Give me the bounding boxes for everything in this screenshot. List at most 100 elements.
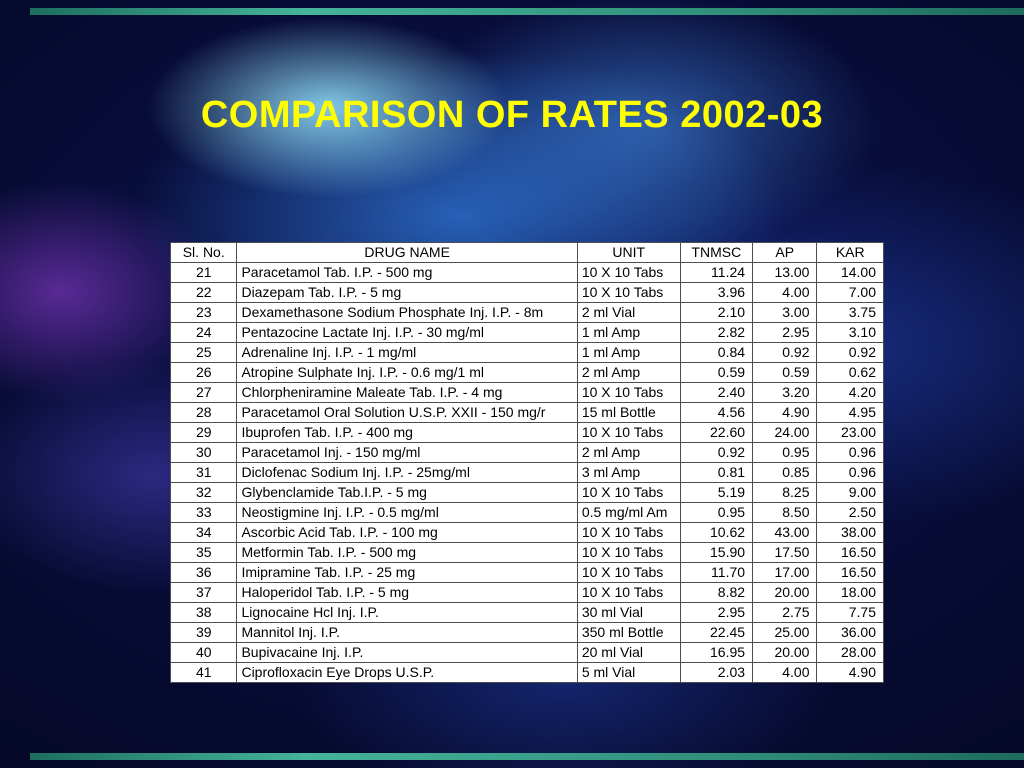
column-header-ap: AP (752, 242, 818, 263)
table-cell: 34 (169, 522, 238, 543)
table-cell: 2.40 (679, 382, 754, 403)
column-header-kar: KAR (816, 242, 884, 263)
table-cell: 20.00 (752, 642, 818, 663)
table-cell: 2.95 (752, 322, 818, 343)
table-cell: 14.00 (816, 262, 884, 283)
table-cell: 10 X 10 Tabs (576, 542, 681, 563)
table-cell: Diazepam Tab. I.P. - 5 mg (236, 282, 578, 303)
table-cell: 0.84 (679, 342, 754, 363)
table-cell: 8.82 (679, 582, 754, 603)
table-cell: 4.95 (816, 402, 884, 423)
table-row: 24 Pentazocine Lactate Inj. I.P. - 30 mg/… (169, 322, 884, 343)
table-row: 25 Adrenaline Inj. I.P. - 1 mg/ml 1 ml Amp… (169, 342, 884, 363)
table-cell: 3.00 (752, 302, 818, 323)
table-cell: 39 (169, 622, 238, 643)
table-cell: 35 (169, 542, 238, 563)
table-row: 37 Haloperidol Tab. I.P. - 5 mg 10 X 10 Ta… (169, 582, 884, 603)
table-cell: 28 (169, 402, 238, 423)
table-row: 36 Imipramine Tab. I.P. - 25 mg 10 X 10 Ta… (169, 562, 884, 583)
table-row: 32 Glybenclamide Tab.I.P. - 5 mg 10 X 10 T… (169, 482, 884, 503)
table-cell: Ascorbic Acid Tab. I.P. - 100 mg (236, 522, 578, 543)
table-cell: 10 X 10 Tabs (576, 582, 681, 603)
table-cell: 5 ml Vial (576, 662, 681, 683)
table-cell: 28.00 (816, 642, 884, 663)
table-cell: 3 ml Amp (576, 462, 681, 483)
table-cell: Paracetamol Tab. I.P. - 500 mg (236, 262, 578, 283)
table-cell: Diclofenac Sodium Inj. I.P. - 25mg/ml (236, 462, 578, 483)
table-row: 34 Ascorbic Acid Tab. I.P. - 100 mg 10 X 1… (169, 522, 884, 543)
table-cell: Mannitol Inj. I.P. (236, 622, 578, 643)
table-cell: Glybenclamide Tab.I.P. - 5 mg (236, 482, 578, 503)
table-cell: 16.50 (816, 562, 884, 583)
table-cell: 43.00 (752, 522, 818, 543)
table-cell: 0.5 mg/ml Am (576, 502, 681, 523)
column-header-drug-name: DRUG NAME (236, 242, 578, 263)
table-cell: Lignocaine Hcl Inj. I.P. (236, 602, 578, 623)
table-cell: 22.45 (679, 622, 754, 643)
table-cell: 26 (169, 362, 238, 383)
table-cell: Chlorpheniramine Maleate Tab. I.P. - 4 m… (236, 382, 578, 403)
table-cell: 10 X 10 Tabs (576, 382, 681, 403)
table-cell: 15 ml Bottle (576, 402, 681, 423)
table-cell: 17.00 (752, 562, 818, 583)
table-cell: 5.19 (679, 482, 754, 503)
table-cell: 25 (169, 342, 238, 363)
table-cell: 33 (169, 502, 238, 523)
column-header-tnmsc: TNMSC (679, 242, 754, 263)
table-row: 33 Neostigmine Inj. I.P. - 0.5 mg/ml 0.5 m… (169, 502, 884, 523)
table-row: 31 Diclofenac Sodium Inj. I.P. - 25mg/ml 3… (169, 462, 884, 483)
table-cell: 24 (169, 322, 238, 343)
table-cell: 25.00 (752, 622, 818, 643)
table-row: 23 Dexamethasone Sodium Phosphate Inj. I.… (169, 302, 884, 323)
table-cell: 4.56 (679, 402, 754, 423)
table-cell: 0.59 (752, 362, 818, 383)
table-cell: Imipramine Tab. I.P. - 25 mg (236, 562, 578, 583)
table-cell: 3.10 (816, 322, 884, 343)
table-cell: 38 (169, 602, 238, 623)
table-cell: 36 (169, 562, 238, 583)
table-cell: 7.00 (816, 282, 884, 303)
table-cell: 13.00 (752, 262, 818, 283)
table-row: 39 Mannitol Inj. I.P. 350 ml Bottle 22.45 25… (169, 622, 884, 643)
table-cell: 4.90 (816, 662, 884, 683)
table-cell: 0.59 (679, 362, 754, 383)
table-cell: 2.50 (816, 502, 884, 523)
table-cell: 20.00 (752, 582, 818, 603)
table-row: 26 Atropine Sulphate Inj. I.P. - 0.6 mg/1… (169, 362, 884, 383)
table-cell: 18.00 (816, 582, 884, 603)
table-cell: 2 ml Vial (576, 302, 681, 323)
table-cell: 4.00 (752, 662, 818, 683)
table-cell: 0.96 (816, 462, 884, 483)
table-cell: 29 (169, 422, 238, 443)
table-cell: 22.60 (679, 422, 754, 443)
table-cell: 23 (169, 302, 238, 323)
table-row: 40 Bupivacaine Inj. I.P. 20 ml Vial 16.95 20… (169, 642, 884, 663)
table-cell: 2.03 (679, 662, 754, 683)
table-cell: 0.81 (679, 462, 754, 483)
table-cell: 11.70 (679, 562, 754, 583)
table-cell: Bupivacaine Inj. I.P. (236, 642, 578, 663)
table-cell: 8.25 (752, 482, 818, 503)
table-cell: 20 ml Vial (576, 642, 681, 663)
table-cell: 8.50 (752, 502, 818, 523)
table-cell: 0.92 (816, 342, 884, 363)
table-cell: 10 X 10 Tabs (576, 282, 681, 303)
table-row: 30 Paracetamol Inj. - 150 mg/ml 2 ml Amp 0.… (169, 442, 884, 463)
table-row: 38 Lignocaine Hcl Inj. I.P. 30 ml Vial 2.95… (169, 602, 884, 623)
table-cell: 9.00 (816, 482, 884, 503)
slide-title: COMPARISON OF RATES 2002-03 (200, 94, 824, 136)
table-cell: 3.96 (679, 282, 754, 303)
table-cell: 2.82 (679, 322, 754, 343)
table-cell: 22 (169, 282, 238, 303)
table-cell: 40 (169, 642, 238, 663)
table-cell: 37 (169, 582, 238, 603)
table-cell: 11.24 (679, 262, 754, 283)
table-cell: 2.95 (679, 602, 754, 623)
table-row: 27 Chlorpheniramine Maleate Tab. I.P. - 4… (169, 382, 884, 403)
table-cell: Metformin Tab. I.P. - 500 mg (236, 542, 578, 563)
top-accent-bar (30, 8, 1024, 15)
table-cell: 10 X 10 Tabs (576, 562, 681, 583)
table-row: 29 Ibuprofen Tab. I.P. - 400 mg 10 X 10 Ta… (169, 422, 884, 443)
table-cell: 2 ml Amp (576, 442, 681, 463)
table-row: 28 Paracetamol Oral Solution U.S.P. XXII … (169, 402, 884, 423)
